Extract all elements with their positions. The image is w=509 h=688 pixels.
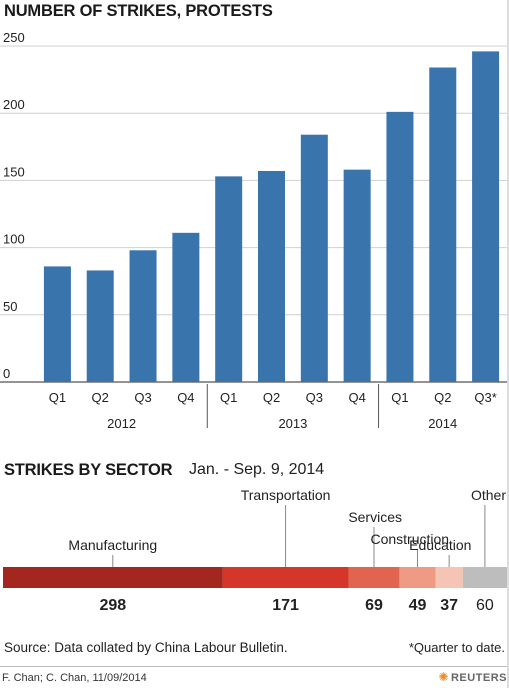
x-tick-label: Q3 (306, 390, 323, 405)
footnote: *Quarter to date. (408, 640, 505, 655)
y-tick-label: 0 (3, 366, 10, 381)
bar-chart: 0 50 100 150 200 250 Q1 Q2 Q3 Q4 Q1 Q2 Q3 Q4 Q1 Q2 Q3* 20… (0, 30, 507, 431)
sector-segment (462, 567, 507, 588)
sector-label: Services (348, 509, 402, 525)
sector-value: 298 (99, 597, 126, 614)
bar (429, 67, 457, 382)
sector-segment (435, 567, 463, 588)
sector-label: Manufacturing (68, 537, 157, 553)
x-tick-label: Q4 (348, 390, 365, 405)
x-tick-label: Q2 (92, 390, 109, 405)
bar (215, 176, 243, 382)
year-label: 2013 (278, 416, 307, 431)
bar (129, 250, 157, 382)
y-tick-label: 250 (3, 30, 25, 45)
sector-segment (348, 567, 400, 588)
reuters-logo: ✺ REUTERS (438, 670, 507, 684)
bar (386, 111, 414, 382)
x-tick-label: Q1 (391, 390, 408, 405)
sector-value: 49 (409, 597, 427, 614)
x-tick-label: Q3* (474, 390, 496, 405)
sector-value: 37 (440, 597, 458, 614)
sector-value: 69 (365, 597, 383, 614)
x-tick-label: Q1 (220, 390, 237, 405)
bar (300, 134, 328, 382)
sector-chart: 298 Manufacturing 171 Transportation 69 Servi… (3, 487, 507, 614)
y-tick-label: 50 (3, 299, 17, 314)
x-tick-label: Q4 (177, 390, 194, 405)
bar (86, 270, 114, 382)
source-note: Source: Data collated by China Labour Bu… (4, 640, 288, 655)
x-tick-label: Q2 (434, 390, 451, 405)
bar (343, 169, 371, 382)
x-tick-label: Q2 (263, 390, 280, 405)
year-label: 2012 (107, 416, 136, 431)
bar (43, 266, 71, 382)
footer-divider (0, 666, 509, 667)
sector-segment (222, 567, 349, 588)
sector-label: Transportation (241, 487, 331, 503)
sector-label: Education (409, 537, 471, 553)
sector-chart-subtitle: Jan. - Sep. 9, 2014 (189, 461, 325, 478)
reuters-wordmark: REUTERS (450, 672, 507, 684)
bar (472, 51, 500, 382)
y-tick-label: 150 (3, 164, 25, 179)
y-tick-label: 100 (3, 232, 25, 247)
sector-label: Other (471, 487, 506, 503)
bar (258, 170, 285, 382)
x-tick-label: Q3 (134, 390, 151, 405)
sector-label: Construction (370, 531, 449, 547)
sector-value: 60 (476, 597, 494, 614)
bar (172, 232, 200, 382)
sector-value: 171 (272, 597, 299, 614)
credit-line: F. Chan; C. Chan, 11/09/2014 (2, 672, 147, 684)
reuters-dots-icon: ✺ (438, 670, 449, 684)
sector-chart-title: STRIKES BY SECTOR (4, 461, 173, 479)
page-edge (507, 0, 509, 688)
y-tick-label: 200 (3, 97, 25, 112)
sector-segment (3, 567, 223, 588)
sector-segment (399, 567, 436, 588)
x-tick-label: Q1 (49, 390, 66, 405)
chart-title: NUMBER OF STRIKES, PROTESTS (4, 2, 273, 20)
year-label: 2014 (428, 416, 457, 431)
